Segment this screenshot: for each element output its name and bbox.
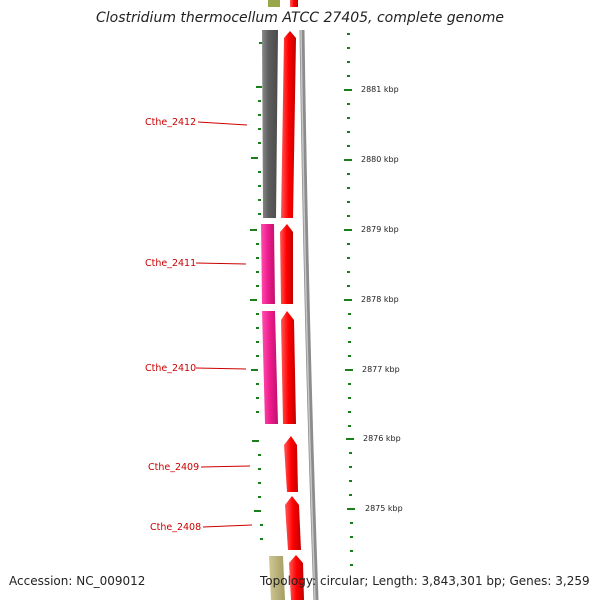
gene-labels[interactable]: Cthe_2412 Cthe_2411 Cthe_2410 Cthe_2409 … <box>145 117 253 533</box>
feature-top-stub <box>268 0 298 7</box>
genome-backbone <box>299 29 319 600</box>
cds-arrow-cthe-2409 <box>284 436 298 492</box>
scale-label: 2878 kbp <box>361 295 399 304</box>
cds-arrow-cthe-2412 <box>281 31 296 218</box>
feature-olive-block <box>269 556 285 600</box>
scale-label: 2879 kbp <box>361 225 399 234</box>
gene-label-cthe-2412[interactable]: Cthe_2412 <box>145 117 196 128</box>
feature-pink-block <box>261 224 275 304</box>
feature-gray-block <box>262 30 278 218</box>
gene-label-cthe-2410[interactable]: Cthe_2410 <box>145 363 196 374</box>
scale-label: 2875 kbp <box>365 504 403 513</box>
gene-label-cthe-2411[interactable]: Cthe_2411 <box>145 258 196 269</box>
feature-pink-block <box>262 311 278 424</box>
cds-arrow-cthe-2411 <box>280 224 293 304</box>
scale-label: 2877 kbp <box>362 365 400 374</box>
cds-arrow-bottom <box>289 555 304 600</box>
map-title: Clostridium thermocellum ATCC 27405, com… <box>96 10 504 26</box>
cds-arrow-cthe-2408 <box>285 496 301 550</box>
accession-label: Accession: NC_009012 <box>9 574 146 588</box>
scale-label: 2880 kbp <box>361 155 399 164</box>
scale-label: 2881 kbp <box>361 85 399 94</box>
scale-labels: 2881 kbp 2880 kbp 2879 kbp 2878 kbp 2877… <box>361 85 403 513</box>
cds-arrow-cthe-2410 <box>281 311 296 424</box>
gene-label-cthe-2409[interactable]: Cthe_2409 <box>148 462 199 473</box>
tick-track-left <box>250 42 263 540</box>
gene-label-cthe-2408[interactable]: Cthe_2408 <box>150 522 201 533</box>
tick-track-right <box>344 33 355 566</box>
genome-stats-label: Topology: circular; Length: 3,843,301 bp… <box>260 574 590 588</box>
scale-label: 2876 kbp <box>363 434 401 443</box>
